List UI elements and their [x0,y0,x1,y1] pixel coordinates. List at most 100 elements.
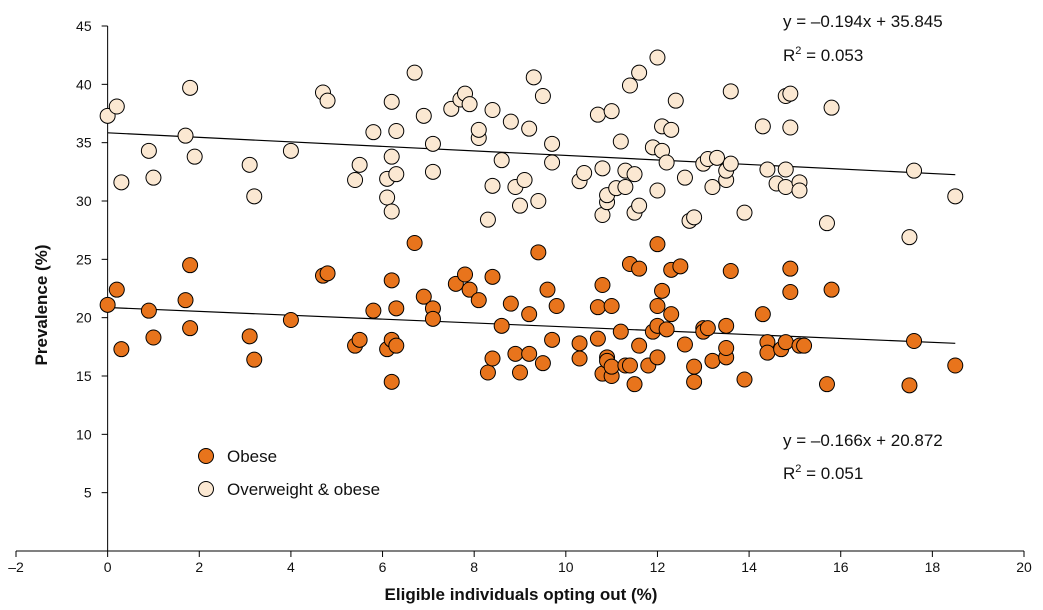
overweight-point [663,121,680,138]
obese-point [631,337,648,354]
obese-point [406,235,423,251]
overweight-point [589,106,606,123]
overweight-point [246,188,263,205]
overweight-point [612,133,629,150]
overweight-point [901,229,918,246]
legend-marker-overweight-obese [198,481,214,497]
y-tick-label: 40 [76,76,92,92]
overweight-point [544,135,561,152]
overweight-point [754,118,771,135]
overweight-point [818,215,835,232]
overweight-point [603,103,620,120]
obese-point [818,376,835,393]
overweight-point [617,179,634,195]
obese-point [663,306,680,323]
overweight-point [512,197,528,214]
overweight-point [108,98,125,115]
overweight-point [649,49,666,66]
overweight-point [177,127,194,144]
obese-point [649,298,666,314]
obese-point [718,340,735,356]
overweight-point [388,123,405,139]
obese-point [654,282,671,299]
obese-point [502,295,519,312]
overweight-point [241,156,258,173]
obese-point [658,321,675,338]
obese-point [676,336,693,353]
obese-point [631,260,648,277]
overweight-point [479,211,496,228]
x-tick-label: 12 [650,559,666,575]
x-tick-label: 16 [833,559,849,575]
overweight-point [530,193,547,209]
overweight-point [424,163,441,180]
x-tick-label: 0 [104,559,112,575]
overweight-point [383,203,400,220]
overweight-point [631,64,648,81]
overweight-point [319,92,336,109]
overweight-point [658,154,675,171]
overweight-point [823,99,840,116]
obese-point [388,337,405,354]
overweight-point [676,169,693,186]
x-ticks: –2 0 2 4 6 8 10 12 14 16 18 20 [8,551,1032,575]
legend-marker-obese [198,448,214,464]
ow-trend-r2: R2 = 0.053 [783,45,863,65]
obese-point [686,358,703,375]
obese-point [589,299,606,316]
obese-point [589,330,606,347]
overweight-point [534,88,551,104]
obese-point [534,355,551,372]
obese-point [722,263,739,279]
obese-point [796,337,813,354]
overweight-point [383,148,400,165]
obese-point [99,296,116,313]
x-tick-label: 4 [287,559,295,575]
obese-point [612,323,629,340]
overweight-point [282,142,299,159]
obese-point [241,328,258,345]
data-points [99,49,964,394]
y-tick-label: 5 [84,485,92,501]
obese-point [351,331,368,348]
overweight-point [516,172,533,188]
overweight-point [525,69,542,86]
obese-point [544,331,561,348]
overweight-point [722,83,739,100]
overweight-point [461,96,478,113]
x-axis-title: Eligible individuals opting out (%) [385,585,658,604]
overweight-point [736,204,753,221]
overweight-point [649,182,666,199]
obese-point [461,281,478,298]
overweight-point [493,152,510,169]
obese-point [383,373,400,390]
overweight-point [140,142,157,159]
overweight-point [113,174,130,191]
x-tick-label: 18 [925,559,941,575]
x-tick-label: 14 [741,559,757,575]
obese-point [319,265,336,282]
x-tick-label: 8 [470,559,478,575]
obese-point [672,258,689,275]
overweight-point [415,107,432,124]
obese-point [493,317,510,334]
legend: Obese Overweight & obese [198,447,380,499]
obese-point [479,364,496,381]
overweight-point [145,169,162,186]
overweight-point [484,102,501,118]
y-axis-title: Prevalence (%) [32,245,51,366]
overweight-point [347,172,364,188]
y-tick-label: 10 [76,426,92,442]
obese-point [649,236,666,253]
overweight-point [631,197,648,214]
obese-point [512,364,528,381]
obese-point [736,371,753,388]
obese-point [415,288,432,305]
obese-point [906,333,923,349]
y-tick-label: 45 [76,18,92,34]
obese-point [571,335,588,352]
overweight-point [722,155,739,172]
y-tick-label: 20 [76,310,92,326]
overweight-point [379,189,396,206]
